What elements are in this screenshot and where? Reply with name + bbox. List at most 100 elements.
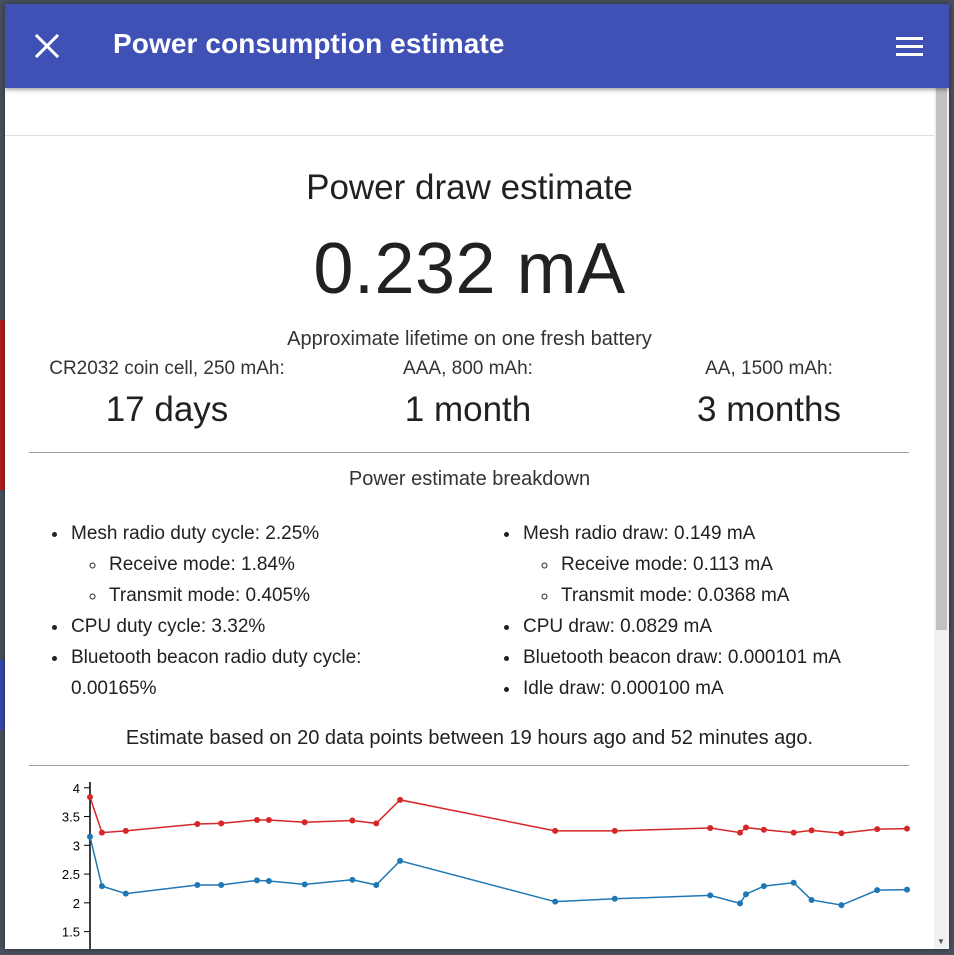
data-point (611, 895, 618, 902)
data-point (790, 829, 797, 836)
list-item: Idle draw: 0.000100 mA (521, 673, 917, 704)
duty-cycle-list: Mesh radio duty cycle: 2.25% Receive mod… (45, 518, 445, 704)
y-tick-label: 1.5 (62, 925, 80, 940)
data-point (87, 793, 93, 800)
cpu-duty-cycle: CPU duty cycle: 3.32% (71, 616, 266, 637)
battery-lifetime: 1 month (404, 390, 532, 429)
power-chart: 43.532.521.51 (29, 778, 913, 949)
power-draw-value: 0.232 mA (313, 229, 626, 309)
scrollbar-thumb[interactable] (936, 88, 947, 630)
battery-aaa: AAA, 800 mAh: 1 month (318, 358, 618, 430)
data-point (194, 881, 201, 888)
data-point (611, 827, 618, 834)
data-point (808, 827, 815, 834)
power-draw-heading: Power draw estimate (306, 168, 633, 207)
data-point (904, 886, 910, 893)
section-divider (29, 452, 909, 453)
scrollbar[interactable]: ▼ (934, 88, 949, 949)
transmit-duty-cycle: Transmit mode: 0.405% (109, 585, 310, 606)
list-item: Bluetooth beacon draw: 0.000101 mA (521, 642, 917, 673)
data-point (87, 833, 93, 840)
data-point (98, 829, 105, 836)
cpu-draw: CPU draw: 0.0829 mA (523, 616, 713, 637)
data-point (808, 896, 815, 903)
data-point (349, 876, 356, 883)
y-tick-label: 3.5 (62, 810, 80, 825)
mesh-draw: Mesh radio draw: 0.149 mA (523, 523, 756, 544)
data-point (373, 820, 380, 827)
list-item: Transmit mode: 0.405% (107, 580, 445, 611)
list-item: CPU draw: 0.0829 mA (521, 611, 917, 642)
list-item: Receive mode: 1.84% (107, 549, 445, 580)
power-estimate-dialog: Power consumption estimate Power draw es… (5, 4, 949, 949)
data-point (301, 881, 308, 888)
power-chart-svg: 43.532.521.51 (62, 781, 910, 949)
data-point (253, 877, 260, 884)
y-tick-label: 2.5 (62, 867, 80, 882)
data-point (122, 890, 129, 897)
data-point (218, 820, 225, 827)
list-item: CPU duty cycle: 3.32% (69, 611, 445, 642)
close-button[interactable] (31, 30, 63, 62)
data-point (301, 819, 308, 826)
data-point (790, 879, 797, 886)
data-point (707, 892, 714, 899)
data-point (253, 816, 260, 823)
menu-button[interactable] (893, 30, 927, 62)
lifetime-label: Approximate lifetime on one fresh batter… (287, 328, 652, 350)
data-point (742, 824, 749, 831)
battery-cr2032: CR2032 coin cell, 250 mAh: 17 days (17, 358, 317, 430)
list-item: Bluetooth beacon radio duty cycle: 0.001… (69, 642, 445, 704)
list-item: Receive mode: 0.113 mA (559, 549, 917, 580)
data-point (552, 898, 559, 905)
data-point (397, 796, 404, 803)
data-point (552, 827, 559, 834)
app-bar: Power consumption estimate (5, 4, 949, 88)
list-item: Transmit mode: 0.0368 mA (559, 580, 917, 611)
data-point (760, 883, 767, 890)
data-point (265, 877, 272, 884)
scroll-down-arrow-icon[interactable]: ▼ (937, 937, 945, 946)
close-icon (34, 33, 60, 59)
series-line-1 (89, 836, 908, 906)
data-point (737, 829, 744, 836)
data-point (349, 817, 356, 824)
app-bar-title: Power consumption estimate (113, 28, 505, 59)
y-tick-label: 3 (73, 838, 80, 853)
battery-name: AA, 1500 mAh: (705, 358, 833, 379)
data-point (874, 887, 881, 894)
data-point (737, 900, 744, 907)
dialog-content: Power draw estimate 0.232 mA Approximate… (5, 88, 934, 949)
mesh-duty-cycle: Mesh radio duty cycle: 2.25% (71, 523, 320, 544)
series-line-0 (89, 796, 908, 834)
data-point (707, 825, 714, 832)
data-point (98, 883, 105, 890)
battery-lifetime: 17 days (105, 390, 229, 429)
battery-name: CR2032 coin cell, 250 mAh: (49, 358, 285, 379)
bluetooth-duty-cycle: Bluetooth beacon radio duty cycle: 0.001… (71, 647, 362, 699)
data-point (742, 891, 749, 898)
data-point (838, 830, 845, 837)
menu-icon (896, 37, 923, 56)
y-tick-label: 4 (73, 781, 80, 796)
data-point (122, 827, 129, 834)
data-point (874, 826, 881, 833)
data-point (373, 881, 380, 888)
list-item: Mesh radio duty cycle: 2.25% Receive mod… (69, 518, 445, 611)
data-point (904, 825, 910, 832)
section-divider (29, 765, 909, 766)
breakdown-title: Power estimate breakdown (348, 468, 591, 490)
data-point (838, 902, 845, 909)
transmit-draw: Transmit mode: 0.0368 mA (561, 585, 790, 606)
battery-name: AAA, 800 mAh: (403, 358, 533, 379)
divider (5, 135, 934, 136)
estimate-basis-text: Estimate based on 20 data points between… (125, 727, 814, 749)
receive-draw: Receive mode: 0.113 mA (561, 554, 773, 575)
data-point (218, 881, 225, 888)
y-tick-label: 2 (73, 896, 80, 911)
data-point (397, 857, 404, 864)
power-draw-list: Mesh radio draw: 0.149 mA Receive mode: … (497, 518, 917, 704)
data-point (194, 821, 201, 828)
list-item: Mesh radio draw: 0.149 mA Receive mode: … (521, 518, 917, 611)
data-point (265, 816, 272, 823)
